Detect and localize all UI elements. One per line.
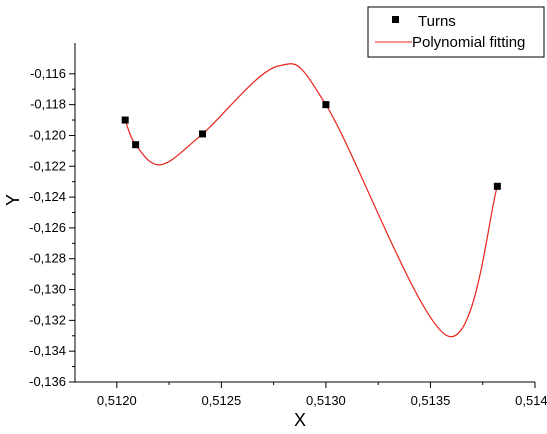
data-point [199,130,207,138]
y-tick-label: -0,122 [29,158,66,173]
y-tick-label: -0,130 [29,282,66,297]
legend-label-turns: Turns [418,13,456,30]
x-tick-label: 0,5125 [201,393,241,408]
data-point [132,141,140,149]
legend-box [367,6,545,58]
y-tick-label: -0,134 [29,343,66,358]
x-tick-label: 0,5130 [306,393,346,408]
x-tick-label: 0,5135 [411,393,451,408]
legend-marker-turns [392,16,399,23]
legend: Turns Polynomial fitting [367,6,545,58]
y-tick-label: -0,136 [29,374,66,389]
data-markers [121,101,501,190]
y-axis-ticks: -0,116 -0,118 -0,120 -0,122 -0,124 -0,126 -0,1… [29,66,75,389]
legend-label-fit: Polynomial fitting [412,34,525,51]
y-axis-title: Y [3,194,23,206]
y-tick-label: -0,116 [30,66,66,81]
data-point [121,116,129,124]
x-axis-ticks: 0,5120 0,5125 0,5130 0,5135 0,5140 [97,382,547,408]
fit-curve [124,63,498,338]
y-tick-label: -0,120 [29,127,66,142]
y-tick-label: -0,126 [29,220,66,235]
data-point [493,182,501,190]
x-tick-label: 0,5120 [97,393,137,408]
y-tick-label: -0,128 [29,251,66,266]
x-tick-label: 0,5140 [515,393,547,408]
y-tick-label: -0,124 [29,189,66,204]
y-tick-label: -0,118 [30,97,66,112]
y-tick-label: -0,132 [29,312,66,327]
x-axis-title: X [294,410,306,430]
data-point [322,101,330,109]
